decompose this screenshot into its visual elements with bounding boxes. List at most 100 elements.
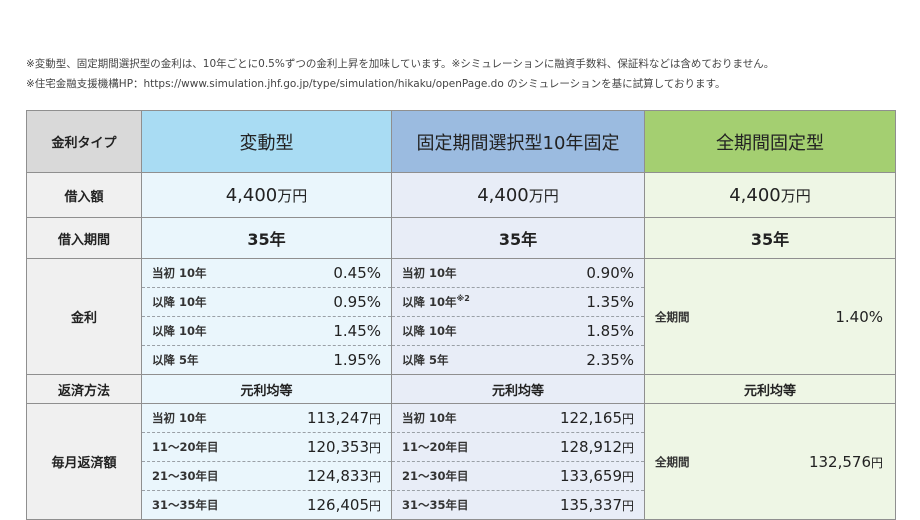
yen-unit: 円 — [368, 499, 381, 513]
term-variable: 35年 — [141, 217, 392, 259]
payment-subrow: 11〜20年目 120,353円 — [142, 433, 391, 462]
yen-unit: 円 — [621, 441, 634, 455]
method-full-fixed: 元利均等 — [644, 374, 896, 404]
rate-period-label: 当初 10年 — [402, 266, 457, 280]
amount-fixed-period: 4,400万円 — [391, 172, 645, 218]
payment-amount: 128,912 — [559, 438, 622, 456]
plan-header-fixed-period: 固定期間選択型10年固定 — [391, 110, 645, 173]
rate-value: 1.40% — [835, 307, 883, 326]
row-label-amount: 借入額 — [26, 172, 142, 218]
comparison-table: 金利タイプ 変動型 固定期間選択型10年固定 全期間固定型 借入額 4,400万… — [26, 110, 896, 520]
monthly-full-fixed: 全期間 132,576円 — [644, 403, 896, 520]
yen-unit: 円 — [621, 470, 634, 484]
payment-amount: 133,659 — [559, 467, 622, 485]
payment-period-label: 31〜35年目 — [152, 498, 219, 512]
payment-amount: 135,337 — [559, 496, 622, 514]
rate-subrow: 以降 10年 1.45% — [142, 317, 391, 346]
payment-amount: 124,833 — [306, 467, 369, 485]
rate-fixed-period: 当初 10年 0.90% 以降 10年※2 1.35% 以降 10年 1.85% 以降… — [391, 258, 645, 375]
amount-unit: 万円 — [277, 186, 308, 205]
payment-value: 124,833円 — [307, 467, 381, 485]
rate-subrow: 当初 10年 0.90% — [392, 259, 644, 288]
rate-value: 1.85% — [586, 322, 634, 340]
term-full-fixed: 35年 — [644, 217, 896, 259]
rate-period-label: 以降 10年※2 — [402, 294, 470, 310]
rate-period-label: 以降 5年 — [152, 353, 199, 367]
payment-amount: 120,353 — [306, 438, 369, 456]
rate-subrow: 当初 10年 0.45% — [142, 259, 391, 288]
row-label-rate: 金利 — [26, 258, 142, 375]
term-fixed-period: 35年 — [391, 217, 645, 259]
payment-period-label: 全期間 — [655, 454, 690, 469]
amount-variable: 4,400万円 — [141, 172, 392, 218]
rate-period-label: 当初 10年 — [152, 266, 207, 280]
payment-subrow: 21〜30年目 133,659円 — [392, 462, 644, 491]
rate-row: 金利 当初 10年 0.45% 以降 10年 0.95% 以降 10年 1.45% 以… — [26, 258, 896, 375]
payment-subrow: 11〜20年目 128,912円 — [392, 433, 644, 462]
row-label-monthly: 毎月返済額 — [26, 403, 142, 520]
payment-subrow: 21〜30年目 124,833円 — [142, 462, 391, 491]
rate-period-label: 以降 5年 — [402, 353, 449, 367]
amount-value: 4,400 — [477, 184, 529, 206]
monthly-fixed-period: 当初 10年 122,165円 11〜20年目 128,912円 21〜30年目 13… — [391, 403, 645, 520]
row-label-method: 返済方法 — [26, 374, 142, 404]
payment-period-label: 21〜30年目 — [402, 469, 469, 483]
payment-period-label: 21〜30年目 — [152, 469, 219, 483]
rate-period-label: 以降 10年 — [152, 324, 207, 338]
plan-header-variable: 変動型 — [141, 110, 392, 173]
rate-value: 0.45% — [333, 264, 381, 282]
plan-header-full-fixed: 全期間固定型 — [644, 110, 896, 173]
rate-value: 1.95% — [333, 351, 381, 369]
amount-value: 4,400 — [729, 184, 781, 206]
rate-subrow: 以降 10年 1.85% — [392, 317, 644, 346]
payment-period-label: 11〜20年目 — [402, 440, 469, 454]
rate-period-label: 以降 10年 — [152, 295, 207, 309]
payment-subrow: 当初 10年 122,165円 — [392, 404, 644, 433]
rate-full-fixed: 全期間 1.40% — [644, 258, 896, 375]
amount-value: 4,400 — [225, 184, 278, 206]
method-fixed-period: 元利均等 — [391, 374, 645, 404]
payment-period-label: 当初 10年 — [402, 411, 457, 425]
rate-subrow: 以降 5年 1.95% — [142, 346, 391, 374]
monthly-variable: 当初 10年 113,247円 11〜20年目 120,353円 21〜30年目 12… — [141, 403, 392, 520]
amount-full-fixed: 4,400万円 — [644, 172, 896, 218]
yen-unit: 円 — [870, 455, 883, 470]
payment-value: 126,405円 — [307, 496, 381, 514]
payment-value: 128,912円 — [560, 438, 634, 456]
payment-subrow: 31〜35年目 126,405円 — [142, 491, 391, 519]
rate-value: 1.35% — [586, 293, 634, 311]
amount-unit: 万円 — [528, 186, 559, 205]
notes: ※変動型、固定期間選択型の金利は、10年ごとに0.5%ずつの金利上昇を加味してい… — [26, 54, 774, 94]
row-label-type: 金利タイプ — [26, 110, 142, 173]
yen-unit: 円 — [621, 412, 634, 426]
footnote-marker: ※2 — [456, 294, 470, 304]
rate-value: 0.95% — [333, 293, 381, 311]
payment-amount: 113,247 — [306, 409, 369, 427]
payment-value: 122,165円 — [560, 409, 634, 427]
payment-value: 113,247円 — [307, 409, 381, 427]
yen-unit: 円 — [368, 441, 381, 455]
payment-value: 132,576円 — [809, 453, 883, 471]
yen-unit: 円 — [368, 470, 381, 484]
header-row: 金利タイプ 変動型 固定期間選択型10年固定 全期間固定型 — [26, 110, 896, 173]
yen-unit: 円 — [621, 499, 634, 513]
rate-subrow: 以降 10年 0.95% — [142, 288, 391, 317]
row-label-term: 借入期間 — [26, 217, 142, 259]
payment-period-label: 11〜20年目 — [152, 440, 219, 454]
rate-subrow: 以降 10年※2 1.35% — [392, 288, 644, 317]
payment-amount: 122,165 — [559, 409, 622, 427]
note-2: ※住宅金融支援機構HP：https://www.simulation.jhf.g… — [26, 78, 726, 90]
rate-value: 0.90% — [586, 264, 634, 282]
method-row: 返済方法 元利均等 元利均等 元利均等 — [26, 374, 896, 404]
payment-period-label: 当初 10年 — [152, 411, 207, 425]
rate-value: 1.45% — [333, 322, 381, 340]
monthly-row: 毎月返済額 当初 10年 113,247円 11〜20年目 120,353円 21〜… — [26, 403, 896, 520]
amount-unit: 万円 — [780, 186, 811, 205]
payment-value: 133,659円 — [560, 467, 634, 485]
rate-period-label: 全期間 — [655, 309, 690, 324]
payment-subrow: 当初 10年 113,247円 — [142, 404, 391, 433]
rate-subrow: 以降 5年 2.35% — [392, 346, 644, 374]
amount-row: 借入額 4,400万円 4,400万円 4,400万円 — [26, 172, 896, 218]
term-row: 借入期間 35年 35年 35年 — [26, 217, 896, 259]
payment-value: 120,353円 — [307, 438, 381, 456]
